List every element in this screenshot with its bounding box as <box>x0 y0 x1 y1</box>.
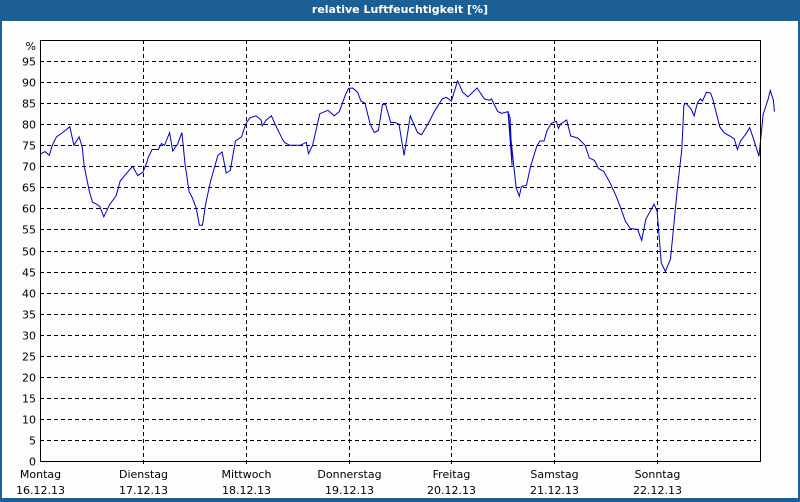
y-tick-label: 40 <box>22 288 36 301</box>
x-tick-day-label: Freitag <box>433 468 471 481</box>
chart-grid <box>40 40 756 465</box>
chart-title: relative Luftfeuchtigkeit [%] <box>311 3 489 16</box>
y-tick-label: 20 <box>22 372 36 385</box>
y-tick-label: 85 <box>22 98 36 111</box>
y-tick-label: 55 <box>22 224 36 237</box>
x-tick-day-label: Donnerstag <box>317 468 381 481</box>
chart-panel: 0 5 10 15 20 25 30 35 40 45 50 55 60 65 70 75 80 85 90 95% … <box>2 21 798 498</box>
y-tick-label: 15 <box>22 393 36 406</box>
y-axis-unit-label: % <box>26 40 36 53</box>
y-tick-label: 25 <box>22 351 36 364</box>
x-tick-day-label: Montag <box>20 468 61 481</box>
x-axis-ticks: Montag 16.12.13 Dienstag 17.12.13 Mittwoch 18… <box>16 468 682 497</box>
y-tick-label: 45 <box>22 267 36 280</box>
y-tick-label: 50 <box>22 246 36 259</box>
plot-frame <box>40 40 761 462</box>
x-tick-date-label: 20.12.13 <box>427 484 476 497</box>
y-tick-label: 95 <box>22 56 36 69</box>
humidity-line-chart: 05101520253035404550556065707580859095% … <box>16 40 775 497</box>
x-tick-date-label: 21.12.13 <box>530 484 579 497</box>
x-tick-date-label: 22.12.13 <box>633 484 682 497</box>
y-tick-label: 75 <box>22 140 36 153</box>
y-tick-label: 5 <box>29 435 36 448</box>
x-tick-day-label: Sonntag <box>635 468 681 481</box>
x-tick-date-label: 18.12.13 <box>222 484 271 497</box>
y-tick-label: 80 <box>22 119 36 132</box>
y-tick-label: 0 <box>29 456 36 469</box>
x-tick-day-label: Dienstag <box>119 468 168 481</box>
x-tick-day-label: Samstag <box>530 468 578 481</box>
y-tick-label: 60 <box>22 203 36 216</box>
x-tick-date-label: 16.12.13 <box>16 484 65 497</box>
y-tick-label: 70 <box>22 161 36 174</box>
y-tick-label: 30 <box>22 330 36 343</box>
humidity-series-line <box>40 79 775 273</box>
y-tick-label: 90 <box>22 77 36 90</box>
x-tick-day-label: Mittwoch <box>222 468 272 481</box>
x-tick-date-label: 19.12.13 <box>325 484 374 497</box>
y-tick-label: 10 <box>22 414 36 427</box>
y-tick-label: 35 <box>22 309 36 322</box>
y-axis-ticks: 0 5 10 15 20 25 30 35 40 45 50 55 60 65 70 75 80 85 90 95% <box>22 40 36 469</box>
y-tick-label: 65 <box>22 182 36 195</box>
x-tick-date-label: 17.12.13 <box>119 484 168 497</box>
